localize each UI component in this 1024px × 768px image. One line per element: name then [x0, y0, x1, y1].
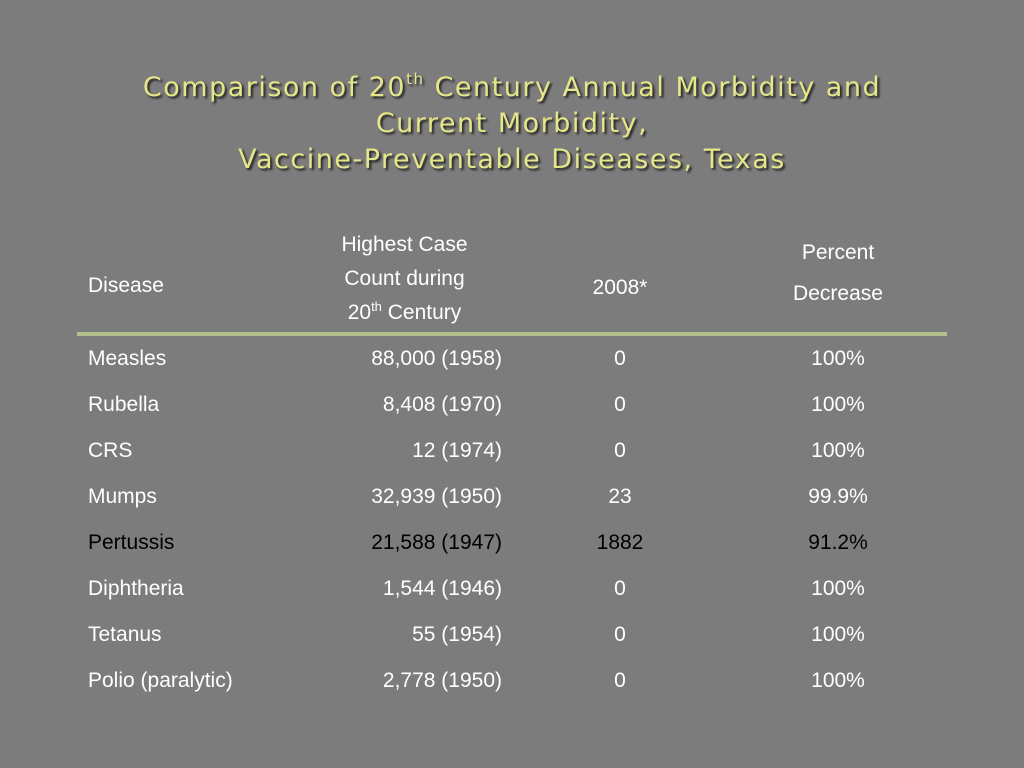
- cell-disease: CRS: [88, 439, 133, 462]
- cell-2008: 0: [614, 393, 626, 416]
- cell-highest: 88,000 (1958): [371, 347, 502, 370]
- cell-highest: 12 (1974): [412, 439, 502, 462]
- title-line-2: Current Morbidity,: [375, 108, 649, 139]
- morbidity-table: Disease Highest Case Count during 20th C…: [77, 224, 947, 692]
- cell-disease: Diphtheria: [88, 577, 184, 600]
- cell-highest: 8,408 (1970): [382, 393, 502, 416]
- header-2008: 2008*: [592, 276, 648, 299]
- table-header: Disease Highest Case Count during 20th C…: [77, 224, 947, 336]
- cell-disease: Polio (paralytic): [88, 669, 233, 692]
- cell-percent: 100%: [811, 347, 865, 370]
- cell-percent: 100%: [811, 669, 865, 692]
- table-row: CRS 12 (1974) 0 100%: [77, 428, 947, 474]
- cell-percent: 100%: [811, 393, 865, 416]
- table-row: Diphtheria 1,544 (1946) 0 100%: [77, 566, 947, 612]
- cell-2008: 23: [608, 485, 632, 508]
- slide-title: Comparison of 20th Century Annual Morbid…: [0, 70, 1024, 178]
- cell-highest: 55 (1954): [412, 623, 502, 646]
- cell-highest: 21,588 (1947): [371, 531, 502, 554]
- table-row: Tetanus 55 (1954) 0 100%: [77, 612, 947, 658]
- cell-2008: 0: [614, 623, 626, 646]
- header-divider: [77, 332, 947, 336]
- cell-percent: 100%: [811, 623, 865, 646]
- cell-2008: 0: [614, 577, 626, 600]
- table-row-highlighted: Pertussis 21,588 (1947) 1882 91.2%: [77, 520, 947, 566]
- header-disease: Disease: [88, 274, 164, 297]
- cell-percent: 99.9%: [808, 485, 868, 508]
- cell-2008: 0: [614, 439, 626, 462]
- cell-percent: 100%: [811, 577, 865, 600]
- cell-disease: Pertussis: [88, 531, 175, 554]
- cell-highest: 1,544 (1946): [382, 577, 502, 600]
- table-row: Mumps 32,939 (1950) 23 99.9%: [77, 474, 947, 520]
- cell-percent: 100%: [811, 439, 865, 462]
- cell-disease: Measles: [88, 347, 167, 370]
- cell-2008: 0: [614, 669, 626, 692]
- cell-percent: 91.2%: [808, 531, 868, 554]
- table-row: Rubella 8,408 (1970) 0 100%: [77, 382, 947, 428]
- header-percent-decrease: Percent Decrease: [793, 241, 883, 305]
- title-line-3: Vaccine-Preventable Diseases, Texas: [238, 144, 786, 175]
- title-line-1: Comparison of 20th Century Annual Morbid…: [142, 70, 882, 104]
- table-row: Measles 88,000 (1958) 0 100%: [77, 336, 947, 382]
- cell-2008: 1882: [596, 531, 644, 554]
- cell-highest: 32,939 (1950): [371, 485, 502, 508]
- cell-2008: 0: [614, 347, 626, 370]
- cell-disease: Rubella: [88, 393, 160, 416]
- cell-highest: 2,778 (1950): [382, 669, 502, 692]
- header-highest-case-count: Highest Case Count during 20th Century: [341, 233, 468, 324]
- cell-disease: Mumps: [88, 485, 157, 508]
- table-body: Measles 88,000 (1958) 0 100% Rubella 8,4…: [77, 336, 947, 704]
- table-row: Polio (paralytic) 2,778 (1950) 0 100%: [77, 658, 947, 704]
- cell-disease: Tetanus: [88, 623, 162, 646]
